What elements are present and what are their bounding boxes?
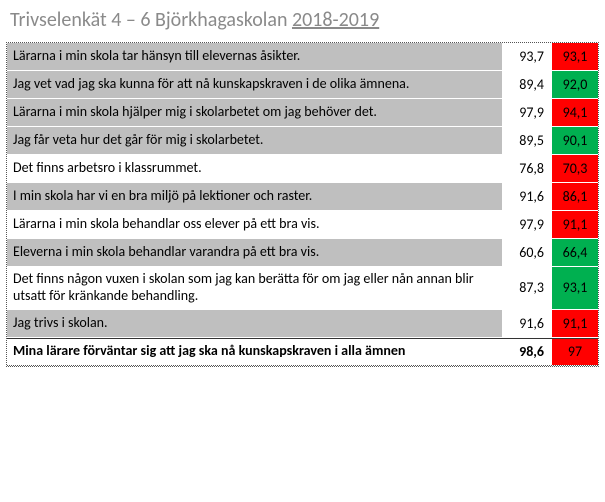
question-text: Det finns arbetsro i klassrummet. [7, 155, 502, 182]
question-text: Lärarna i min skola hjälper mig i skolar… [7, 99, 502, 126]
question-text: Lärarna i min skola behandlar oss elever… [7, 211, 502, 238]
table-row: Lärarna i min skola hjälper mig i skolar… [7, 99, 598, 127]
question-text: Lärarna i min skola tar hänsyn till elev… [7, 43, 502, 70]
table-row: Jag vet vad jag ska kunna för att nå kun… [7, 71, 598, 99]
value-2: 90,1 [552, 127, 598, 154]
question-text: Jag vet vad jag ska kunna för att nå kun… [7, 71, 502, 98]
value-2: 93,1 [552, 43, 598, 70]
value-1: 91,6 [502, 183, 552, 210]
table-row: Det finns arbetsro i klassrummet.76,870,… [7, 155, 598, 183]
table-row: Lärarna i min skola tar hänsyn till elev… [7, 43, 598, 71]
question-text: Mina lärare förväntar sig att jag ska nå… [7, 339, 502, 365]
question-text: Eleverna i min skola behandlar varandra … [7, 239, 502, 266]
question-text: Jag får veta hur det går för mig i skola… [7, 127, 502, 154]
value-2: 97 [552, 339, 598, 365]
value-2: 91,1 [552, 211, 598, 238]
value-2: 93,1 [552, 267, 598, 309]
value-1: 89,5 [502, 127, 552, 154]
value-1: 97,9 [502, 211, 552, 238]
value-1: 60,6 [502, 239, 552, 266]
table-row: Lärarna i min skola behandlar oss elever… [7, 211, 598, 239]
table-row: Mina lärare förväntar sig att jag ska nå… [7, 338, 598, 366]
survey-table: Lärarna i min skola tar hänsyn till elev… [6, 42, 599, 367]
value-2: 86,1 [552, 183, 598, 210]
value-2: 70,3 [552, 155, 598, 182]
value-1: 76,8 [502, 155, 552, 182]
question-text: Jag trivs i skolan. [7, 310, 502, 337]
table-row: Eleverna i min skola behandlar varandra … [7, 239, 598, 267]
title-year: 2018-2019 [292, 8, 379, 32]
value-1: 89,4 [502, 71, 552, 98]
question-text: Det finns någon vuxen i skolan som jag k… [7, 267, 502, 309]
value-2: 94,1 [552, 99, 598, 126]
value-1: 93,7 [502, 43, 552, 70]
table-row: Jag får veta hur det går för mig i skola… [7, 127, 598, 155]
value-1: 91,6 [502, 310, 552, 337]
value-1: 98,6 [502, 339, 552, 365]
value-2: 92,0 [552, 71, 598, 98]
value-1: 87,3 [502, 267, 552, 309]
page-title: Trivselenkät 4 – 6 Björkhagaskolan 2018-… [6, 8, 599, 32]
title-prefix: Trivselenkät 4 – 6 Björkhagaskolan [10, 8, 292, 32]
value-2: 91,1 [552, 310, 598, 337]
table-row: I min skola har vi en bra miljö på lekti… [7, 183, 598, 211]
question-text: I min skola har vi en bra miljö på lekti… [7, 183, 502, 210]
table-row: Jag trivs i skolan.91,691,1 [7, 310, 598, 338]
value-1: 97,9 [502, 99, 552, 126]
value-2: 66,4 [552, 239, 598, 266]
table-row: Det finns någon vuxen i skolan som jag k… [7, 267, 598, 310]
